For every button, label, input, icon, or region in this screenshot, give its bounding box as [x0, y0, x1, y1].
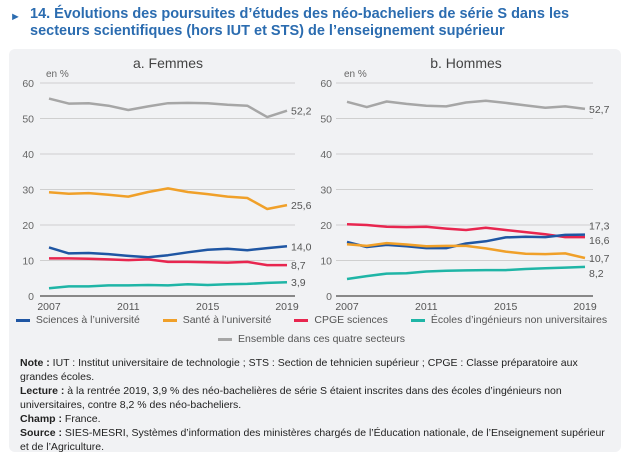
champ-text: France. [62, 413, 101, 425]
x-tick-label: 2015 [196, 301, 220, 313]
end-value-label-ecoles: 3,9 [291, 277, 306, 289]
legend-item-sante: Santé à l’université [162, 314, 272, 326]
legend-label: Ensemble dans ces quatre secteurs [238, 333, 405, 345]
end-value-label-cpge: 8,7 [291, 260, 306, 272]
x-tick-label: 2007 [335, 301, 359, 313]
x-tick-label: 2011 [415, 301, 438, 313]
lecture-line: Lecture : à la rentrée 2019, 3,9 % des n… [20, 384, 610, 412]
y-tick-label: 20 [320, 220, 332, 232]
series-line-ecoles [346, 265, 586, 281]
x-tick-label: 2019 [275, 301, 299, 313]
series-line-ecoles [48, 280, 288, 290]
y-tick-label: 10 [320, 256, 332, 268]
note-line: Note : IUT : Institut universitaire de t… [20, 356, 610, 384]
note-label: Note : [20, 357, 50, 369]
y-tick-label: 20 [22, 220, 34, 232]
y-tick-label: 30 [22, 185, 34, 197]
y-tick-label: 10 [22, 256, 34, 268]
legend-swatch [218, 337, 233, 341]
y-axis-unit-label: en % [344, 69, 367, 80]
champ-label: Champ : [20, 413, 62, 425]
legend-swatch [15, 318, 30, 322]
end-value-label-cpge: 16,6 [589, 235, 610, 247]
legend-swatch [294, 318, 309, 322]
y-tick-label: 50 [22, 114, 34, 126]
note-text: IUT : Institut universitaire de technolo… [20, 357, 578, 383]
source-line: Source : SIES-MESRI, Systèmes d’informat… [20, 426, 610, 454]
end-value-label-sante: 10,7 [589, 253, 610, 265]
legend-swatch [410, 318, 425, 322]
series-line-sante [48, 187, 288, 211]
y-tick-label: 60 [320, 78, 332, 90]
legend-label: Écoles d’ingénieurs non universitaires [430, 314, 608, 326]
end-value-label-sciences: 17,3 [589, 221, 610, 233]
series-line-sciences [346, 233, 586, 250]
triangle-marker-icon: ► [10, 11, 21, 23]
y-axis-unit-label: en % [46, 69, 69, 80]
y-tick-label: 50 [320, 114, 332, 126]
legend-swatch [162, 318, 177, 322]
figure-title-text: 14. Évolutions des poursuites d’études d… [30, 6, 570, 39]
x-tick-label: 2011 [117, 301, 140, 313]
y-tick-label: 30 [320, 185, 332, 197]
notes: Note : IUT : Institut universitaire de t… [20, 356, 610, 454]
y-tick-label: 60 [22, 78, 34, 90]
series-line-sciences [48, 245, 288, 259]
lecture-text: à la rentrée 2019, 3,9 % des néo-bacheli… [20, 385, 562, 411]
series-line-cpge [346, 223, 585, 239]
series-line-ensemble [48, 97, 288, 119]
end-value-label-sciences: 14,0 [291, 241, 312, 253]
legend-row-2: Ensemble dans ces quatre secteurs [0, 333, 623, 345]
series-line-cpge [49, 257, 287, 267]
chart-title: a. Femmes [133, 55, 203, 71]
legend-item-cpge: CPGE sciences [294, 314, 388, 326]
end-value-label-sante: 25,6 [291, 200, 312, 212]
champ-line: Champ : France. [20, 412, 610, 426]
series-line-sante [346, 241, 586, 260]
figure-title: ► 14. Évolutions des poursuites d’études… [10, 6, 610, 40]
end-value-label-ensemble: 52,2 [291, 106, 312, 118]
y-tick-label: 0 [326, 291, 332, 303]
y-tick-label: 40 [22, 149, 34, 161]
legend-label: Sciences à l’université [35, 314, 140, 326]
x-tick-label: 2019 [573, 301, 597, 313]
series-line-ensemble [346, 99, 586, 111]
x-tick-label: 2015 [494, 301, 518, 313]
source-label: Source : [20, 427, 63, 439]
chart-panel [9, 49, 621, 452]
end-value-label-ensemble: 52,7 [589, 104, 610, 116]
legend-item-ensemble: Ensemble dans ces quatre secteurs [218, 333, 405, 345]
legend-label: CPGE sciences [314, 314, 388, 326]
chart-title: b. Hommes [430, 55, 502, 71]
legend-row-1: Sciences à l’université Santé à l’univer… [0, 314, 623, 326]
y-tick-label: 0 [28, 291, 34, 303]
lecture-label: Lecture : [20, 385, 65, 397]
x-tick-label: 2007 [37, 301, 61, 313]
source-text: SIES-MESRI, Systèmes d’information des m… [20, 427, 605, 453]
y-tick-label: 40 [320, 149, 332, 161]
legend-item-sciences: Sciences à l’université [15, 314, 140, 326]
legend-label: Santé à l’université [182, 314, 272, 326]
legend-item-ecoles: Écoles d’ingénieurs non universitaires [410, 314, 608, 326]
end-value-label-ecoles: 8,2 [589, 268, 604, 280]
